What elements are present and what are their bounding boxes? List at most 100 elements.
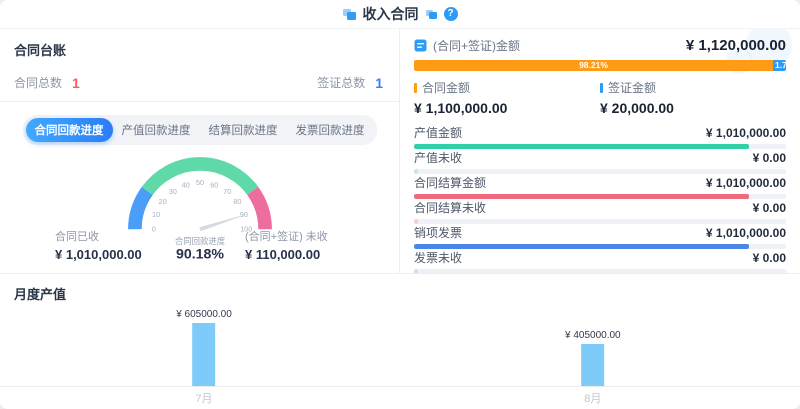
gauge-segment-low <box>127 186 153 230</box>
visa-amount-value: ¥ 20,000.00 <box>600 100 674 116</box>
gauge-tick-20: 20 <box>158 197 166 206</box>
contract-amount-label: 合同金额 <box>422 81 471 95</box>
tab-output-progress[interactable]: 产值回款进度 <box>121 125 191 137</box>
progress-track <box>414 244 786 249</box>
row-label: 合同结算金额 <box>414 176 487 190</box>
contract-amount-legend: 合同金额 ¥ 1,100,000.00 <box>414 79 600 116</box>
monthly-output-section: 月度产值 ¥ 605000.00 ¥ 405000.00 7月 8月 <box>0 273 800 409</box>
contract-amount-value: ¥ 1,100,000.00 <box>414 100 508 116</box>
orange-marker-icon <box>414 82 417 93</box>
received-label: 合同已收 <box>55 231 99 243</box>
row-label: 销项发票 <box>414 226 463 240</box>
progress-track <box>414 144 786 149</box>
row-label: 发票未收 <box>414 251 463 265</box>
progress-track <box>414 169 786 174</box>
amount-row-invoice-unpaid: 发票未收 ¥ 0.00 <box>414 251 786 273</box>
progress-tabs: 合同回款进度 产值回款进度 结算回款进度 发票回款进度 <box>22 115 377 145</box>
gauge-segment-mid <box>141 157 258 196</box>
amount-title-row: (合同+签证)金额 ¥ 1,120,000.00 <box>414 37 786 54</box>
visa-amount-label: 签证金额 <box>608 81 657 95</box>
visa-count-label: 签证总数 <box>317 76 366 90</box>
progress-fill <box>414 269 418 273</box>
page-header: 收入合同 ? <box>0 0 800 29</box>
ledger-title: 合同台账 <box>14 43 67 58</box>
document-icon <box>414 39 427 52</box>
contract-count-label: 合同总数 <box>14 76 63 90</box>
progress-track <box>414 194 786 199</box>
gauge-tick-80: 80 <box>233 197 241 206</box>
visa-count-stat: 签证总数 1 <box>317 74 383 91</box>
amount-row-output-unpaid: 产值未收 ¥ 0.00 <box>414 151 786 174</box>
gauge-chart: 0 10 20 30 40 50 60 70 80 90 100 合同回款进度 … <box>95 145 305 263</box>
gauge-tick-70: 70 <box>223 187 231 196</box>
gauge-tick-90: 90 <box>239 210 247 219</box>
progress-fill <box>414 144 750 149</box>
received-summary: 合同已收 ¥ 1,010,000.00 <box>55 228 142 262</box>
bar-august-rect <box>581 344 605 386</box>
amount-row-settlement-unpaid: 合同结算未收 ¥ 0.00 <box>414 201 786 224</box>
progress-gauge-section: 合同回款进度 产值回款进度 结算回款进度 发票回款进度 0 10 20 30 4… <box>0 102 400 273</box>
gauge-segment-high <box>246 186 272 230</box>
unreceived-label: (合同+签证) 未收 <box>245 231 328 243</box>
bar-july-rect <box>192 323 216 386</box>
row-value: ¥ 1,010,000.00 <box>705 126 786 140</box>
row-label: 产值未收 <box>414 151 463 165</box>
gauge-tick-60: 60 <box>210 180 218 189</box>
gauge-tick-40: 40 <box>181 180 189 189</box>
amount-legend: 合同金额 ¥ 1,100,000.00 签证金额 ¥ 20,000.00 <box>414 79 786 116</box>
received-value: ¥ 1,010,000.00 <box>55 247 142 262</box>
tab-contract-progress[interactable]: 合同回款进度 <box>25 118 113 142</box>
gauge-tick-50: 50 <box>195 178 203 187</box>
bar-august-value: ¥ 405000.00 <box>564 330 621 341</box>
row-value: ¥ 0.00 <box>752 151 786 165</box>
gauge-tick-0: 0 <box>151 224 155 233</box>
copy-icon <box>425 9 437 19</box>
contract-count: 1 <box>72 74 80 91</box>
gauge-needle <box>198 213 250 232</box>
amount-row-settlement: 合同结算金额 ¥ 1,010,000.00 <box>414 176 786 199</box>
gauge-label: 合同回款进度 <box>174 236 225 246</box>
contract-amount-segment: 98.21% <box>414 60 773 71</box>
gauge-tick-30: 30 <box>168 187 176 196</box>
unreceived-value: ¥ 110,000.00 <box>245 247 321 262</box>
progress-fill <box>414 169 418 174</box>
row-value: ¥ 1,010,000.00 <box>705 176 786 190</box>
x-label-july: 7月 <box>195 393 213 405</box>
row-value: ¥ 0.00 <box>752 201 786 215</box>
row-value: ¥ 1,010,000.00 <box>705 226 786 240</box>
tab-invoice-progress[interactable]: 发票回款进度 <box>295 125 365 137</box>
visa-amount-segment: 1.79% <box>773 60 786 71</box>
amount-title: (合同+签证)金额 <box>433 39 521 53</box>
bar-july: ¥ 605000.00 <box>176 309 232 386</box>
progress-fill <box>414 194 750 199</box>
visa-amount-legend: 签证金额 ¥ 20,000.00 <box>600 79 786 116</box>
monthly-bar-chart: ¥ 605000.00 ¥ 405000.00 7月 8月 <box>0 298 800 409</box>
row-value: ¥ 0.00 <box>752 251 786 265</box>
progress-fill <box>414 244 750 249</box>
tab-settlement-progress[interactable]: 结算回款进度 <box>208 125 278 137</box>
gauge-percent: 90.18% <box>175 247 223 263</box>
amount-rows: 产值金额 ¥ 1,010,000.00 产值未收 ¥ 0.00 合同结算金额 ¥… <box>414 126 786 273</box>
amount-stacked-bar: 98.21% 1.79% <box>414 60 786 71</box>
help-icon[interactable]: ? <box>443 7 458 21</box>
monthly-output-title: 月度产值 <box>14 287 67 302</box>
amount-total: ¥ 1,120,000.00 <box>685 37 786 54</box>
contract-docs-icon <box>342 8 356 20</box>
progress-track <box>414 219 786 224</box>
gauge-tick-10: 10 <box>152 210 160 219</box>
contract-count-stat: 合同总数 1 <box>14 74 80 91</box>
gauge-tick-100: 100 <box>240 224 252 233</box>
row-label: 合同结算未收 <box>414 201 487 215</box>
page-title: 收入合同 <box>362 6 419 22</box>
bar-july-value: ¥ 605000.00 <box>176 309 232 320</box>
progress-fill <box>414 219 418 224</box>
ledger-stats: 合同总数 1 签证总数 1 <box>14 74 385 91</box>
progress-track <box>414 269 786 273</box>
bar-august: ¥ 405000.00 <box>565 330 621 386</box>
visa-count: 1 <box>375 74 383 91</box>
chart-baseline <box>0 386 800 387</box>
blue-marker-icon <box>600 82 603 93</box>
amount-row-invoice: 销项发票 ¥ 1,010,000.00 <box>414 226 786 249</box>
unreceived-summary: (合同+签证) 未收 ¥ 110,000.00 <box>245 228 328 262</box>
